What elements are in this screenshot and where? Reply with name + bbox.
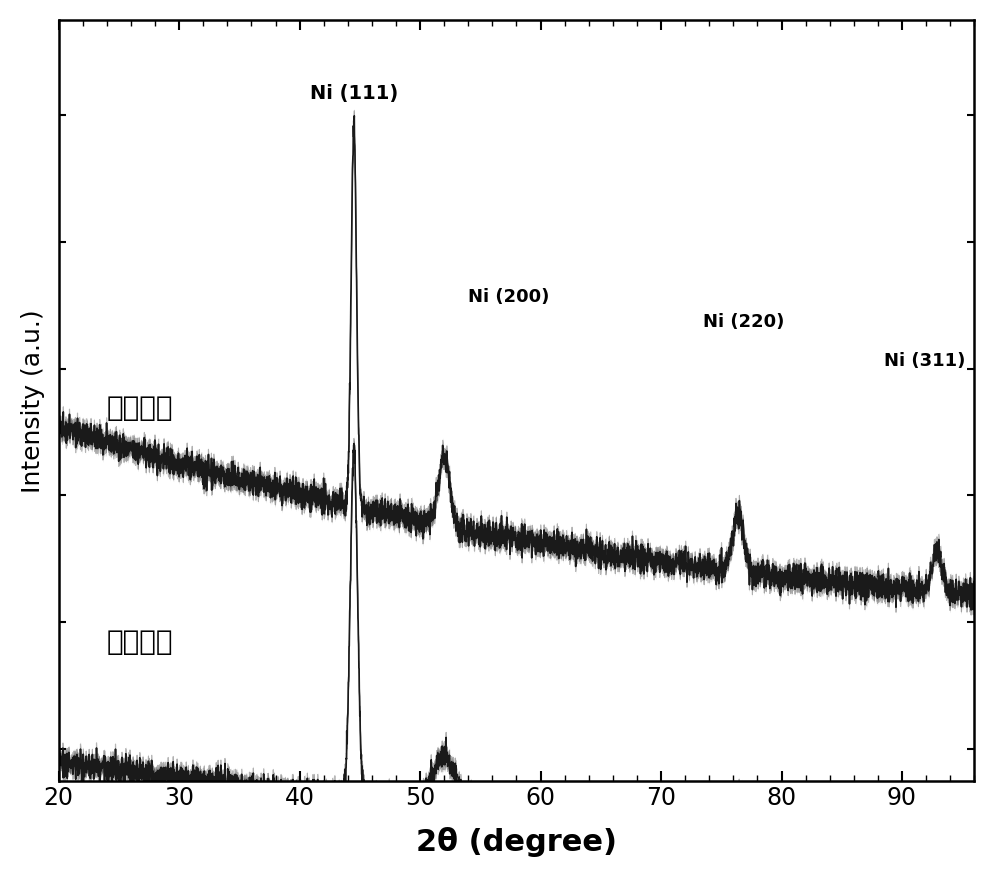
Text: 热处理前: 热处理前 xyxy=(107,627,173,655)
Text: Ni (200): Ni (200) xyxy=(468,288,550,306)
Text: Ni (111): Ni (111) xyxy=(310,84,398,103)
Y-axis label: Intensity (a.u.): Intensity (a.u.) xyxy=(21,309,45,493)
Text: Ni (220): Ni (220) xyxy=(703,313,785,332)
X-axis label: 2θ (degree): 2θ (degree) xyxy=(416,826,617,856)
Text: Ni (311): Ni (311) xyxy=(884,351,965,369)
Text: 热处理后: 热处理后 xyxy=(107,393,173,421)
